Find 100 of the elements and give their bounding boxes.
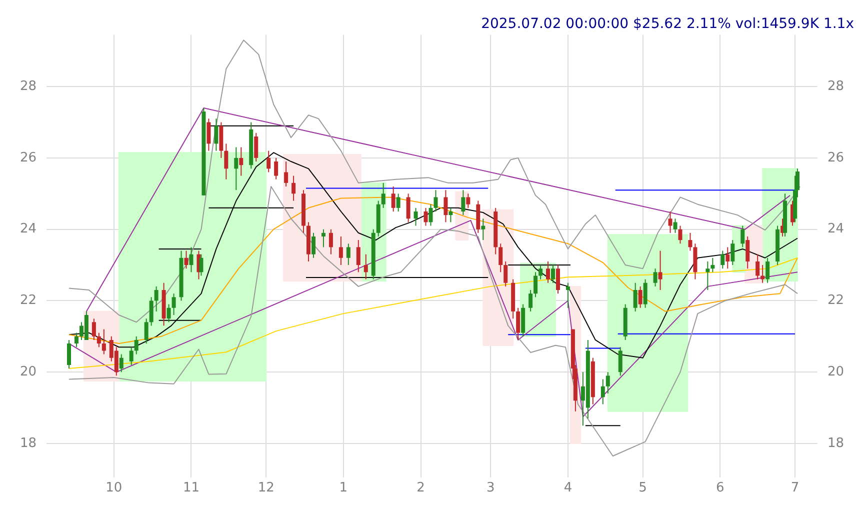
candlestick [448,207,453,223]
candlestick [129,346,134,366]
candlestick [206,118,211,152]
candlestick [74,332,78,348]
candlestick [66,339,71,370]
candlestick [730,240,735,266]
candlestick [746,236,750,270]
y2-tick-label: 18 [827,436,844,451]
y2-tick-label: 26 [827,150,844,166]
candlestick [214,118,218,152]
candlestick [184,250,188,270]
candlestick [338,236,343,266]
y-tick-label: 18 [20,436,37,451]
x-tick-label: 3 [486,480,495,496]
candlestick [414,207,418,226]
candlestick [284,161,288,187]
x-tick-label: 5 [638,480,647,496]
y2-tick-label: 24 [827,222,844,237]
candlestick [466,193,470,208]
candlestick [96,332,101,348]
candlestick [638,286,642,308]
candlestick [311,232,316,258]
candlestick [434,190,438,212]
candlestick [172,293,176,316]
candlestick [224,143,228,180]
candlestick [254,132,258,162]
candlestick [618,346,622,376]
candlestick [364,254,368,280]
x-tick-label: 12 [258,480,274,496]
candlestick [498,243,503,273]
candlestick [428,204,433,226]
candlestick [504,260,508,287]
candlestick [678,225,682,244]
candlestick [144,318,148,344]
y2-tick-label: 20 [827,364,844,380]
candlestick [239,146,244,176]
candlestick [406,193,410,223]
candlestick [643,278,648,308]
candlestick [658,250,662,291]
candlestick [556,264,560,294]
candlestick [706,260,710,291]
candlestick [668,210,672,234]
candlestick [673,218,678,234]
candlestick [274,157,278,180]
candlestick [356,240,360,273]
x-tick-label: 2 [416,480,425,496]
candlestick [266,150,271,173]
candlestick [756,254,760,280]
y-tick-label: 22 [20,293,37,308]
candlestick [516,307,520,340]
candlestick [321,228,326,248]
candlestick [566,282,570,308]
candlestick [391,186,396,212]
candlestick [424,207,428,226]
candlestick [633,282,638,312]
candlestick [481,218,486,241]
candlestick [760,264,765,284]
candlestick [119,354,124,373]
y2-tick-label: 22 [827,293,844,308]
candlestick [653,268,658,287]
candlestick [396,193,400,212]
x-tick-label: 1 [339,480,348,496]
candlestick [444,190,448,223]
x-tick-label: 4 [564,480,572,496]
candlestick [292,175,296,202]
candlestick [149,296,154,326]
candlestick [740,225,745,248]
candlestick [546,260,550,284]
candlestick [199,254,204,276]
candlestick [720,250,725,270]
candlestick [766,257,770,284]
y-tick-label: 20 [20,364,37,380]
candlestick [710,257,715,273]
x-tick-label: 7 [790,480,800,496]
candlestick [346,243,350,266]
candlestick [381,182,386,208]
candlestick [328,228,333,255]
candlestick [461,190,466,216]
candlestick [166,304,171,323]
chart-title: 2025.07.02 00:00:00 $25.62 2.11% vol:1459.9K 1.1x [481,16,854,32]
candlestick [726,246,730,270]
candlestick [551,264,555,284]
y2-tick-label: 28 [827,78,844,94]
x-tick-label: 10 [106,480,122,496]
candlestick [534,272,538,298]
candlestick [600,378,605,405]
candlestick [102,328,106,355]
x-tick-label: 6 [716,480,724,496]
x-tick-label: 11 [182,480,200,496]
candlestick [154,286,158,312]
candlestick [234,146,238,191]
candlestick [134,336,138,355]
candlestick [538,264,543,280]
candlestick [688,232,692,252]
candlestick [189,246,194,273]
y-tick-label: 28 [20,78,37,94]
candlestick [92,318,96,340]
candlestick [528,290,533,312]
y-tick-label: 26 [20,150,37,166]
y-tick-label: 24 [20,222,37,237]
